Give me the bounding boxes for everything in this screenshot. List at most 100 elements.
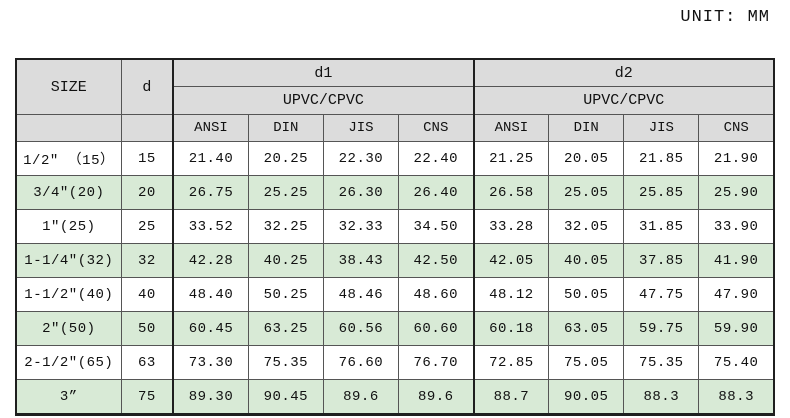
d1-cns-cell: 42.50 [397,243,475,278]
d2-din-cell: 75.05 [548,345,625,380]
size-cell: 2-1/2″(65) [15,345,122,380]
d1-din-cell: 40.25 [247,243,324,278]
d1-din-cell: 32.25 [247,209,324,244]
header-d1-cns: CNS [397,114,475,142]
d1-ansi-cell: 42.28 [172,243,249,278]
d-cell: 40 [120,277,174,312]
table-row: 2-1/2″(65) 63 73.30 75.35 76.60 76.70 72… [15,345,775,380]
d2-jis-cell: 75.35 [623,345,700,380]
d2-ansi-cell: 21.25 [472,141,550,176]
header-row-3: ANSI DIN JIS CNS ANSI DIN JIS CNS [15,114,775,142]
header-size: SIZE [15,58,122,115]
header-material-d1: UPVC/CPVC [172,86,475,115]
d1-cns-cell: 76.70 [397,345,475,380]
header-row-1: SIZE d d1 d2 [15,58,775,115]
d1-cns-cell: 22.40 [397,141,475,176]
d2-din-cell: 20.05 [548,141,625,176]
d-cell: 25 [120,209,174,244]
d2-cns-cell: 47.90 [698,277,775,312]
d2-cns-cell: 25.90 [698,175,775,210]
header-d2-ansi: ANSI [472,114,550,142]
d1-din-cell: 20.25 [247,141,324,176]
d1-din-cell: 75.35 [247,345,324,380]
d2-jis-cell: 59.75 [623,311,700,346]
header-material-d2: UPVC/CPVC [472,86,775,115]
d1-ansi-cell: 21.40 [172,141,249,176]
d1-din-cell: 63.25 [247,311,324,346]
d2-ansi-cell: 60.18 [472,311,550,346]
d2-cns-cell: 41.90 [698,243,775,278]
d1-ansi-cell: 73.30 [172,345,249,380]
header-d2: d2 [472,58,775,87]
d1-jis-cell: 48.46 [322,277,399,312]
d1-cns-cell: 48.60 [397,277,475,312]
size-cell: 1-1/2″(40) [15,277,122,312]
d2-din-cell: 32.05 [548,209,625,244]
d1-ansi-cell: 33.52 [172,209,249,244]
d2-ansi-cell: 48.12 [472,277,550,312]
d-cell: 63 [120,345,174,380]
d1-din-cell: 25.25 [247,175,324,210]
d2-ansi-cell: 88.7 [472,379,550,415]
table-row: 1/2″ （15） 15 21.40 20.25 22.30 22.40 21.… [15,141,775,176]
d1-ansi-cell: 48.40 [172,277,249,312]
d2-jis-cell: 31.85 [623,209,700,244]
d1-ansi-cell: 26.75 [172,175,249,210]
d2-cns-cell: 59.90 [698,311,775,346]
d-cell: 75 [120,379,174,415]
d2-cns-cell: 88.3 [698,379,775,415]
d2-din-cell: 40.05 [548,243,625,278]
d2-din-cell: 50.05 [548,277,625,312]
header-row-2: UPVC/CPVC UPVC/CPVC [16,86,775,115]
d2-ansi-cell: 42.05 [472,243,550,278]
d1-jis-cell: 32.33 [322,209,399,244]
d1-ansi-cell: 89.30 [172,379,249,415]
table-row: 3” 75 89.30 90.45 89.6 89.6 88.7 90.05 8… [15,379,775,415]
d1-jis-cell: 89.6 [322,379,399,415]
d2-jis-cell: 47.75 [623,277,700,312]
header-d1-din: DIN [247,114,324,142]
size-cell: 1-1/4″(32) [15,243,122,278]
d1-jis-cell: 22.30 [322,141,399,176]
d-cell: 15 [120,141,174,176]
header-d2-din: DIN [548,114,625,142]
header-d1-ansi: ANSI [172,114,249,142]
table-row: 1-1/2″(40) 40 48.40 50.25 48.46 48.60 48… [15,277,775,312]
d2-ansi-cell: 33.28 [472,209,550,244]
header-empty-d [120,114,174,142]
d2-ansi-cell: 26.58 [472,175,550,210]
dimension-table: SIZE d d1 d2 UPVC/CPVC UPVC/CPVC ANSI DI… [15,58,775,416]
d2-din-cell: 25.05 [548,175,625,210]
d2-cns-cell: 75.40 [698,345,775,380]
d1-cns-cell: 89.6 [397,379,475,415]
header-d2-jis: JIS [623,114,700,142]
header-d: d [120,58,174,115]
d1-ansi-cell: 60.45 [172,311,249,346]
d1-jis-cell: 76.60 [322,345,399,380]
d2-cns-cell: 21.90 [698,141,775,176]
table-row: 1-1/4″(32) 32 42.28 40.25 38.43 42.50 42… [15,243,775,278]
d2-jis-cell: 21.85 [623,141,700,176]
size-cell: 2″(50) [15,311,122,346]
header-d1-jis: JIS [322,114,399,142]
d1-jis-cell: 60.56 [322,311,399,346]
d2-jis-cell: 37.85 [623,243,700,278]
d-cell: 20 [120,175,174,210]
d2-jis-cell: 88.3 [623,379,700,415]
header-empty-size [15,114,122,142]
d2-jis-cell: 25.85 [623,175,700,210]
d1-cns-cell: 60.60 [397,311,475,346]
header-d1: d1 [172,58,475,87]
d2-ansi-cell: 72.85 [472,345,550,380]
d-cell: 32 [120,243,174,278]
unit-label: UNIT: MM [680,8,770,27]
size-cell: 1″(25) [15,209,122,244]
size-cell: 1/2″ （15） [15,141,122,176]
size-cell: 3” [15,379,122,415]
d1-cns-cell: 26.40 [397,175,475,210]
d1-jis-cell: 38.43 [322,243,399,278]
header-d2-cns: CNS [698,114,775,142]
d1-din-cell: 50.25 [247,277,324,312]
d2-cns-cell: 33.90 [698,209,775,244]
d1-din-cell: 90.45 [247,379,324,415]
